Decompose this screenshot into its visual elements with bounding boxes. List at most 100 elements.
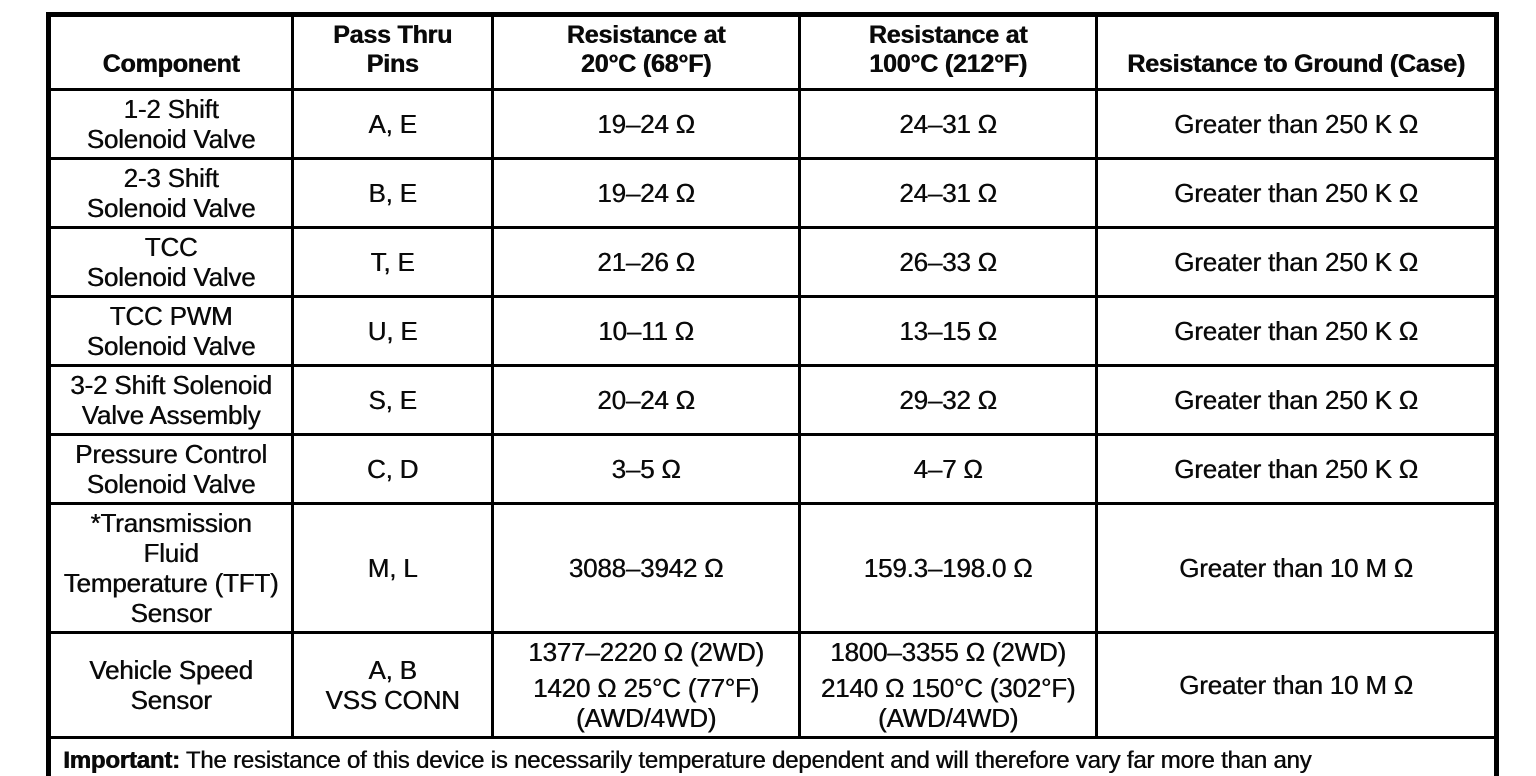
cell-text: 21–26 Ω bbox=[597, 247, 695, 277]
cell-text: 19–24 Ω bbox=[597, 109, 695, 139]
cell-text: C, D bbox=[366, 454, 419, 484]
table-cell: 3088–3942 Ω bbox=[491, 502, 801, 634]
column-header-component: Component bbox=[47, 13, 294, 91]
cell-text: T, E bbox=[370, 247, 415, 277]
cell-text: 2-3 Shift Solenoid Valve bbox=[86, 163, 256, 223]
cell-text: 3–5 Ω bbox=[611, 454, 681, 484]
table-cell: Greater than 250 K Ω bbox=[1095, 364, 1498, 436]
table-cell: Greater than 250 K Ω bbox=[1095, 157, 1498, 229]
table-cell: TCC Solenoid Valve bbox=[47, 226, 294, 298]
table-row: TCC PWM Solenoid Valve U, E 10–11 Ω 13–15 Ω… bbox=[47, 295, 1498, 367]
table-cell: Pressure Control Solenoid Valve bbox=[47, 433, 294, 505]
table-cell: *Transmission Fluid Temperature (TFT) Se… bbox=[47, 502, 294, 634]
table-cell: 24–31 Ω bbox=[798, 88, 1098, 160]
cell-text: 10–11 Ω bbox=[598, 316, 694, 346]
table-row: *Transmission Fluid Temperature (TFT) Se… bbox=[47, 502, 1498, 634]
table-cell: 20–24 Ω bbox=[491, 364, 801, 436]
cell-text: Greater than 250 K Ω bbox=[1174, 385, 1418, 415]
table-cell: T, E bbox=[291, 226, 494, 298]
cell-text: Greater than 250 K Ω bbox=[1174, 178, 1418, 208]
cell-text: 24–31 Ω bbox=[899, 178, 997, 208]
cell-text: TCC Solenoid Valve bbox=[86, 232, 256, 292]
column-header-resistance-20c: Resistance at 20°C (68°F) bbox=[491, 13, 801, 91]
table-cell: 24–31 Ω bbox=[798, 157, 1098, 229]
cell-text: 2140 Ω 150°C (302°F) (AWD/4WD) bbox=[820, 673, 1076, 733]
table-row: 3-2 Shift Solenoid Valve Assembly S, E 20–… bbox=[47, 364, 1498, 436]
cell-text: Greater than 250 K Ω bbox=[1174, 454, 1418, 484]
table-cell: C, D bbox=[291, 433, 494, 505]
table-cell: Greater than 10 M Ω bbox=[1095, 631, 1498, 739]
column-header-pass-thru-pins: Pass Thru Pins bbox=[291, 13, 494, 91]
table-row: 2-3 Shift Solenoid Valve B, E 19–24 Ω 24–31… bbox=[47, 157, 1498, 229]
table-cell: 1-2 Shift Solenoid Valve bbox=[47, 88, 294, 160]
table-cell: 1377–2220 Ω (2WD) 1420 Ω 25°C (77°F) (AWD… bbox=[491, 631, 801, 739]
cell-text: 1377–2220 Ω (2WD) bbox=[528, 637, 764, 667]
cell-text: *Transmission Fluid Temperature (TFT) Se… bbox=[63, 508, 279, 628]
header-row: Component Pass Thru Pins Resistance at 2… bbox=[47, 13, 1498, 91]
table-cell: 4–7 Ω bbox=[798, 433, 1098, 505]
table-cell: 1800–3355 Ω (2WD) 2140 Ω 150°C (302°F) (A… bbox=[798, 631, 1098, 739]
table-cell: S, E bbox=[291, 364, 494, 436]
table-header: Component Pass Thru Pins Resistance at 2… bbox=[47, 13, 1498, 91]
cell-text: U, E bbox=[367, 316, 418, 346]
table-footer: Important: The resistance of this device… bbox=[47, 736, 1498, 776]
cell-text: 159.3–198.0 Ω bbox=[863, 553, 1033, 583]
cell-text: Greater than 250 K Ω bbox=[1174, 316, 1418, 346]
table-cell: 10–11 Ω bbox=[491, 295, 801, 367]
table-cell: Greater than 250 K Ω bbox=[1095, 295, 1498, 367]
cell-text: Vehicle Speed Sensor bbox=[89, 655, 253, 715]
table-row: 1-2 Shift Solenoid Valve A, E 19–24 Ω 24–31… bbox=[47, 88, 1498, 160]
cell-text: M, L bbox=[367, 553, 418, 583]
cell-text: 24–31 Ω bbox=[899, 109, 997, 139]
cell-text: B, E bbox=[368, 178, 417, 208]
cell-text: Greater than 250 K Ω bbox=[1174, 109, 1418, 139]
table-cell: B, E bbox=[291, 157, 494, 229]
cell-text: 1-2 Shift Solenoid Valve bbox=[86, 94, 256, 154]
table-cell: Vehicle Speed Sensor bbox=[47, 631, 294, 739]
cell-text: A, E bbox=[368, 109, 417, 139]
table-cell: M, L bbox=[291, 502, 494, 634]
table-body: 1-2 Shift Solenoid Valve A, E 19–24 Ω 24–31… bbox=[47, 88, 1498, 739]
cell-text: Greater than 250 K Ω bbox=[1174, 247, 1418, 277]
cell-text: 13–15 Ω bbox=[899, 316, 997, 346]
table-cell: Greater than 250 K Ω bbox=[1095, 226, 1498, 298]
resistance-spec-table: Component Pass Thru Pins Resistance at 2… bbox=[46, 12, 1499, 776]
important-note-text: The resistance of this device is necessa… bbox=[185, 747, 1312, 774]
cell-text: 29–32 Ω bbox=[899, 385, 997, 415]
table-cell: U, E bbox=[291, 295, 494, 367]
table-cell: 2-3 Shift Solenoid Valve bbox=[47, 157, 294, 229]
cell-text: Greater than 10 M Ω bbox=[1179, 553, 1413, 583]
cell-text: 3-2 Shift Solenoid Valve Assembly bbox=[70, 370, 272, 430]
table-cell: 29–32 Ω bbox=[798, 364, 1098, 436]
column-header-resistance-to-ground: Resistance to Ground (Case) bbox=[1095, 13, 1498, 91]
cell-text: 20–24 Ω bbox=[597, 385, 695, 415]
table-cell: Greater than 250 K Ω bbox=[1095, 433, 1498, 505]
table-cell: 13–15 Ω bbox=[798, 295, 1098, 367]
column-header-resistance-100c: Resistance at 100°C (212°F) bbox=[798, 13, 1098, 91]
table-cell: A, E bbox=[291, 88, 494, 160]
important-note-row: Important: The resistance of this device… bbox=[47, 736, 1498, 776]
important-note-cell: Important: The resistance of this device… bbox=[47, 736, 1498, 776]
table-cell: A, B VSS CONN bbox=[291, 631, 494, 739]
cell-text: S, E bbox=[368, 385, 417, 415]
cell-text: 4–7 Ω bbox=[913, 454, 983, 484]
table-cell: 19–24 Ω bbox=[491, 88, 801, 160]
table-cell: 21–26 Ω bbox=[491, 226, 801, 298]
table-cell: Greater than 250 K Ω bbox=[1095, 88, 1498, 160]
table-cell: 19–24 Ω bbox=[491, 157, 801, 229]
table-cell: 159.3–198.0 Ω bbox=[798, 502, 1098, 634]
table-row: Vehicle Speed Sensor A, B VSS CONN 1377–22… bbox=[47, 631, 1498, 739]
cell-text: 26–33 Ω bbox=[899, 247, 997, 277]
table-cell: 26–33 Ω bbox=[798, 226, 1098, 298]
important-note-label: Important: bbox=[63, 747, 180, 774]
cell-text: Pressure Control Solenoid Valve bbox=[75, 439, 267, 499]
cell-text: 1420 Ω 25°C (77°F) (AWD/4WD) bbox=[533, 673, 759, 733]
table-row: TCC Solenoid Valve T, E 21–26 Ω 26–33 Ω Grea… bbox=[47, 226, 1498, 298]
table-cell: Greater than 10 M Ω bbox=[1095, 502, 1498, 634]
cell-text: 3088–3942 Ω bbox=[568, 553, 724, 583]
cell-text: Greater than 10 M Ω bbox=[1179, 670, 1413, 700]
cell-text: 1800–3355 Ω (2WD) bbox=[830, 637, 1066, 667]
cell-text: TCC PWM Solenoid Valve bbox=[86, 301, 256, 361]
cell-text: 19–24 Ω bbox=[597, 178, 695, 208]
